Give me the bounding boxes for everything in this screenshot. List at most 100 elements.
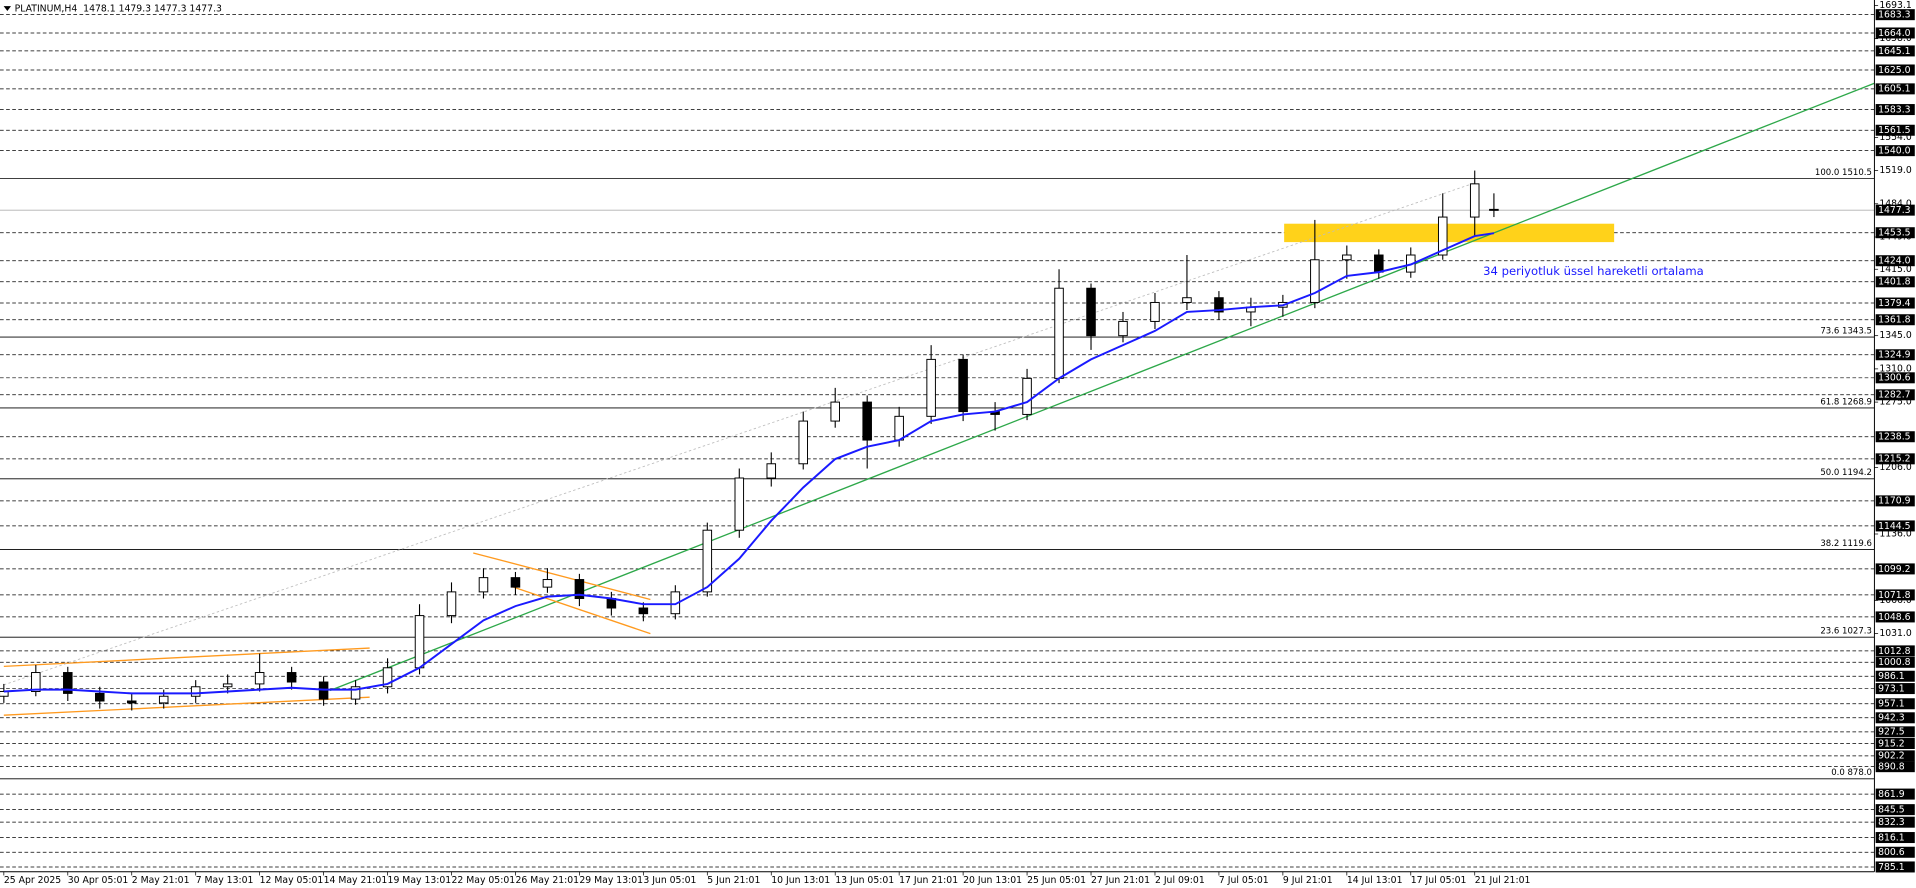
trend-line <box>513 586 651 635</box>
level-label-box <box>1875 761 1915 773</box>
level-label: 816.1 <box>1878 832 1905 843</box>
candle-body <box>94 692 105 702</box>
level-label: 1048.6 <box>1878 612 1911 623</box>
level-label: 1453.5 <box>1878 228 1911 239</box>
last-price-box <box>1875 204 1915 216</box>
y-tick-label: 1206.0 <box>1879 462 1912 473</box>
candle-body <box>638 607 649 615</box>
level-label-box <box>1875 750 1915 762</box>
trend-line <box>3 647 370 668</box>
level-label: 973.1 <box>1878 683 1905 694</box>
fib-label: 38.2 1119.6 <box>1820 539 1872 549</box>
menu-triangle[interactable] <box>3 6 12 12</box>
fib-label: 61.8 1268.9 <box>1820 397 1872 407</box>
y-tick-label: 1693.1 <box>1879 0 1912 11</box>
x-tick-label: 13 Jun 05:01 <box>835 875 894 886</box>
candle-body <box>31 672 41 692</box>
x-tick-label: 5 Jun 21:01 <box>707 875 760 886</box>
candle-body <box>1469 183 1480 218</box>
candle-body <box>1374 254 1384 273</box>
y-tick-label: 1519.0 <box>1879 165 1912 176</box>
level-label-box <box>1875 804 1915 816</box>
x-tick-label: 12 May 05:01 <box>260 875 324 886</box>
candle-body <box>1182 297 1192 303</box>
level-label: 845.5 <box>1878 805 1905 816</box>
x-tick-label: 27 Jun 21:01 <box>1091 875 1150 886</box>
y-tick-label: 1066.0 <box>1879 595 1912 606</box>
y-tick-label: 1031.0 <box>1879 628 1912 639</box>
level-label-box <box>1875 726 1915 738</box>
level-label: 785.1 <box>1878 862 1905 873</box>
level-label-box <box>1875 45 1915 57</box>
last-price-label: 1477.3 <box>1878 205 1911 216</box>
level-label: 1625.0 <box>1878 65 1911 76</box>
candle-body <box>446 591 457 617</box>
candle-body <box>1086 287 1096 337</box>
x-tick-label: 2 May 21:01 <box>132 875 190 886</box>
candle-body <box>1022 377 1032 415</box>
level-label: 1071.8 <box>1878 590 1911 601</box>
level-label-box <box>1875 297 1915 309</box>
x-tick-label: 26 May 21:01 <box>515 875 579 886</box>
level-label-box <box>1875 255 1915 267</box>
level-label: 1238.5 <box>1878 432 1911 443</box>
level-label: 800.6 <box>1878 847 1905 858</box>
trend-line <box>473 552 651 601</box>
level-label-box <box>1875 589 1915 601</box>
candle-body <box>63 672 73 694</box>
fib-label: 100.0 1510.5 <box>1815 168 1872 178</box>
level-label-box <box>1875 611 1915 623</box>
candle-body <box>702 529 713 593</box>
level-label-box <box>1875 495 1915 507</box>
candle-body <box>1437 216 1448 256</box>
x-tick-label: 7 Jul 05:01 <box>1219 875 1269 886</box>
candle-body <box>126 700 137 704</box>
y-tick-label: 1136.0 <box>1879 528 1912 539</box>
y-tick-label: 1415.0 <box>1879 264 1912 275</box>
level-label-box <box>1875 145 1915 157</box>
x-tick-label: 9 Jul 21:01 <box>1283 875 1333 886</box>
candle-body <box>510 577 521 588</box>
candle-body <box>382 667 393 688</box>
level-label: 1300.6 <box>1878 373 1911 384</box>
level-label-box <box>1875 698 1915 710</box>
level-label-box <box>1875 712 1915 724</box>
candle-body <box>734 477 745 531</box>
drawing-layer: 100.0 1510.5 73.6 1343.5 61.8 1268.9 50.0 1… <box>3 82 1875 778</box>
candle-body <box>158 695 169 704</box>
x-tick-label: 25 Jun 05:01 <box>1027 875 1086 886</box>
candle-body <box>1150 301 1160 322</box>
y-tick-label: 1658.0 <box>1879 33 1912 44</box>
level-label: 986.1 <box>1878 671 1905 682</box>
chart-title: PLATINUM,H4 1478.1 1479.3 1477.3 1477.3 <box>15 4 222 15</box>
y-tick-label: 1554.0 <box>1879 132 1912 143</box>
y-tick-label: 1484.0 <box>1879 198 1912 209</box>
y-tick-label: 1345.0 <box>1879 330 1912 341</box>
level-label: 1012.8 <box>1878 646 1911 657</box>
x-tick-label: 10 Jun 13:01 <box>771 875 830 886</box>
candle-body <box>350 686 361 700</box>
level-label: 1000.8 <box>1878 657 1911 668</box>
candle-body <box>0 691 9 697</box>
level-label: 1540.0 <box>1878 146 1911 157</box>
candle-body <box>478 577 489 593</box>
x-tick-label: 17 Jun 21:01 <box>899 875 958 886</box>
x-tick-label: 3 Jun 05:01 <box>643 875 696 886</box>
level-label: 1170.9 <box>1878 496 1911 507</box>
level-label: 1361.8 <box>1878 315 1911 326</box>
level-label-box <box>1875 846 1915 858</box>
fib-label: 50.0 1194.2 <box>1820 468 1872 478</box>
candle-body <box>1342 254 1352 261</box>
level-label: 1664.0 <box>1878 28 1911 39</box>
x-tick-label: 14 Jul 13:01 <box>1347 875 1403 886</box>
fib-label: 23.6 1027.3 <box>1820 627 1872 637</box>
level-label: 1099.2 <box>1878 564 1910 575</box>
level-label-box <box>1875 861 1915 873</box>
level-label: 832.3 <box>1878 817 1905 828</box>
candle-body <box>574 579 585 600</box>
candle-body <box>286 672 297 683</box>
level-label-box <box>1875 27 1915 39</box>
level-label-box <box>1875 314 1915 326</box>
